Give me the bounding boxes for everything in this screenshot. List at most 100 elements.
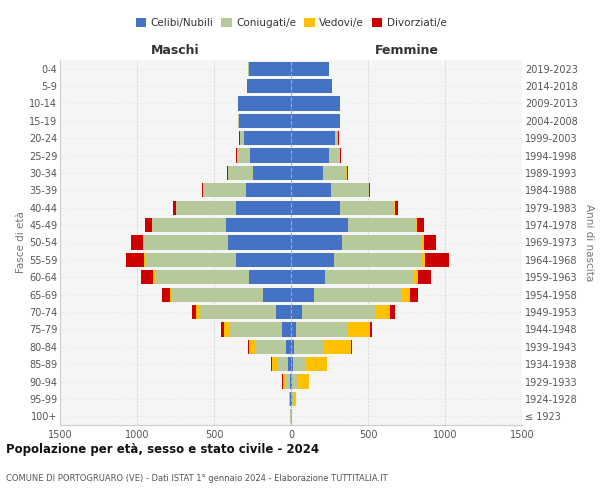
Bar — [238, 96, 291, 110]
Bar — [291, 374, 292, 388]
Bar — [170, 288, 172, 302]
Bar — [240, 131, 244, 146]
Bar — [291, 79, 332, 93]
Bar — [173, 200, 176, 215]
Bar — [291, 148, 329, 162]
Bar — [162, 288, 170, 302]
Bar — [145, 253, 236, 267]
Bar — [291, 62, 329, 76]
Bar — [283, 374, 286, 388]
Bar — [291, 322, 296, 336]
Bar — [248, 340, 250, 354]
Bar — [329, 148, 340, 162]
Bar — [342, 236, 422, 250]
Bar — [331, 183, 368, 198]
Bar — [417, 218, 424, 232]
Bar — [314, 288, 402, 302]
Bar — [253, 166, 291, 180]
Bar — [325, 270, 413, 284]
Text: Femmine: Femmine — [374, 44, 439, 57]
Bar — [291, 131, 335, 146]
Text: Maschi: Maschi — [151, 44, 200, 57]
Bar — [291, 288, 314, 302]
Bar — [292, 374, 297, 388]
Bar — [286, 340, 291, 354]
Bar — [202, 183, 203, 198]
Bar — [323, 166, 346, 180]
Bar — [290, 392, 291, 406]
Bar — [291, 96, 340, 110]
Bar — [250, 270, 291, 284]
Bar — [144, 236, 228, 250]
Bar — [142, 270, 154, 284]
Y-axis label: Fasce di età: Fasce di età — [16, 212, 26, 274]
Bar — [327, 357, 328, 372]
Bar — [369, 183, 370, 198]
Bar — [227, 166, 228, 180]
Bar — [324, 340, 351, 354]
Bar — [347, 322, 370, 336]
Bar — [306, 357, 327, 372]
Bar — [172, 288, 263, 302]
Bar — [286, 374, 290, 388]
Y-axis label: Anni di nascita: Anni di nascita — [584, 204, 595, 281]
Bar — [291, 236, 342, 250]
Bar — [196, 305, 200, 319]
Bar — [236, 253, 291, 267]
Bar — [291, 392, 292, 406]
Bar — [288, 357, 291, 372]
Bar — [237, 148, 250, 162]
Bar — [376, 305, 391, 319]
Bar — [126, 253, 143, 267]
Bar — [143, 253, 145, 267]
Bar — [289, 392, 290, 406]
Bar — [229, 322, 282, 336]
Bar — [395, 200, 398, 215]
Bar — [370, 322, 373, 336]
Bar — [272, 357, 277, 372]
Bar — [248, 62, 291, 76]
Bar — [402, 288, 410, 302]
Bar — [250, 340, 256, 354]
Bar — [334, 253, 422, 267]
Bar — [200, 305, 275, 319]
Text: Popolazione per età, sesso e stato civile - 2024: Popolazione per età, sesso e stato civil… — [6, 442, 319, 456]
Bar — [176, 200, 236, 215]
Bar — [277, 357, 288, 372]
Bar — [191, 305, 196, 319]
Bar — [294, 340, 324, 354]
Bar — [275, 305, 291, 319]
Bar — [245, 183, 291, 198]
Bar — [238, 114, 239, 128]
Bar — [239, 114, 291, 128]
Text: COMUNE DI PORTOGRUARO (VE) - Dati ISTAT 1° gennaio 2024 - Elaborazione TUTTITALI: COMUNE DI PORTOGRUARO (VE) - Dati ISTAT … — [6, 474, 388, 483]
Bar — [394, 200, 395, 215]
Bar — [244, 131, 291, 146]
Bar — [155, 270, 250, 284]
Bar — [143, 236, 144, 250]
Bar — [291, 340, 294, 354]
Bar — [413, 270, 418, 284]
Bar — [296, 322, 347, 336]
Bar — [418, 270, 431, 284]
Bar — [282, 322, 291, 336]
Bar — [224, 322, 229, 336]
Bar — [154, 270, 155, 284]
Bar — [348, 218, 416, 232]
Bar — [424, 236, 436, 250]
Bar — [302, 305, 376, 319]
Bar — [425, 253, 449, 267]
Bar — [291, 166, 323, 180]
Bar — [293, 357, 306, 372]
Bar — [256, 340, 286, 354]
Bar — [410, 288, 418, 302]
Bar — [271, 357, 272, 372]
Bar — [152, 218, 226, 232]
Bar — [291, 253, 334, 267]
Bar — [291, 270, 325, 284]
Bar — [221, 322, 224, 336]
Bar — [131, 236, 143, 250]
Bar — [291, 218, 348, 232]
Bar — [145, 218, 152, 232]
Bar — [292, 392, 293, 406]
